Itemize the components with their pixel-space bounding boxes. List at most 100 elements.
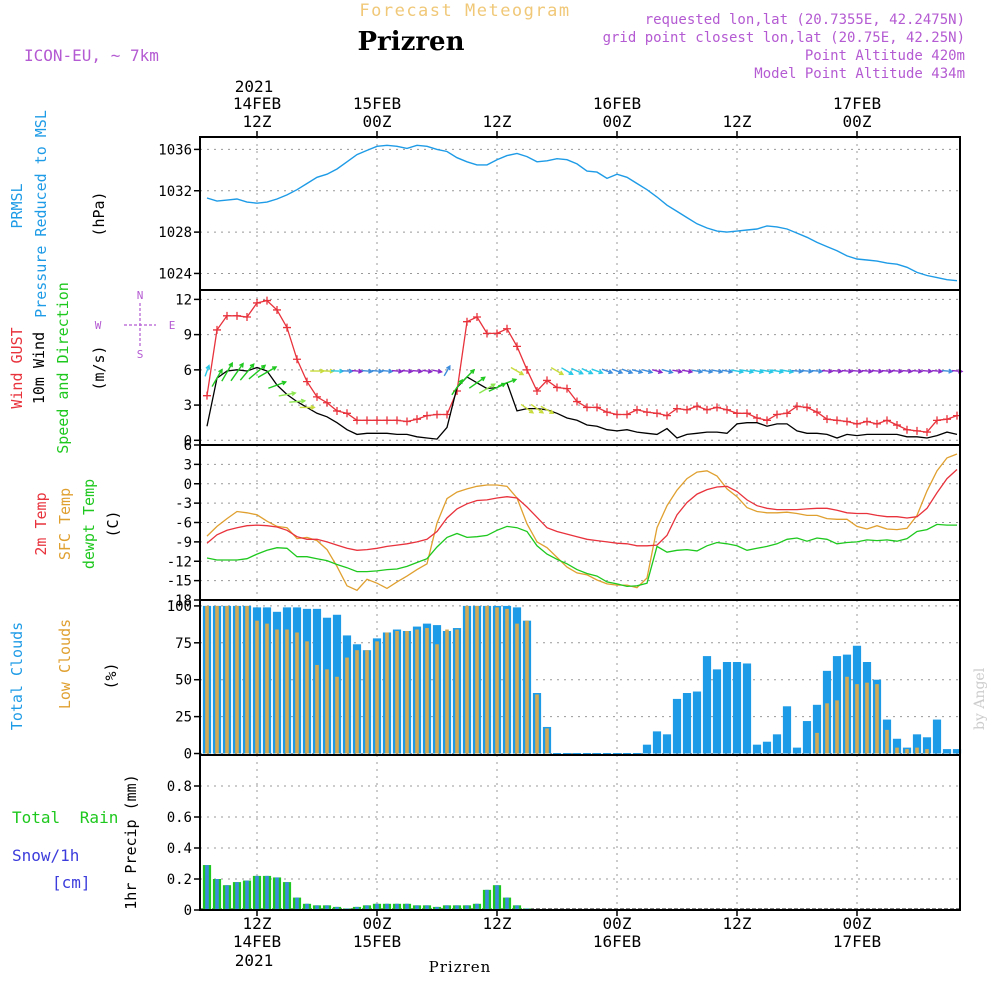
wind-arrow-head [469,368,476,374]
bottom-date-label: 14FEB [233,932,281,951]
wind-direction-arrow [852,369,862,373]
gust-marker [493,329,501,338]
low-cloud-bar [495,607,499,754]
wind-arrow-head [748,369,755,375]
snow-bar [485,889,489,910]
low-cloud-bar [315,664,319,754]
temp-unit-label: (C) [104,510,122,537]
snow-bar [205,865,209,910]
gust-marker [243,313,251,322]
wind-arrow-head [578,370,584,375]
gust-marker [263,296,271,305]
low-cloud-bar [395,631,399,754]
wind-direction-arrow [932,369,942,373]
bottom-date-label: 17FEB [833,932,881,951]
total-cloud-bar [942,749,952,754]
total-cloud-bar [712,669,722,754]
total-cloud-bar [632,753,642,755]
total-cloud-bar [642,744,652,754]
low-cloud-bar [875,684,879,754]
wind-arrow-head [260,364,267,370]
gust-marker [643,408,651,417]
bottom-hour-label: 12Z [243,914,272,933]
gust-marker [233,311,241,320]
gust-marker [583,403,591,412]
gust-marker [913,426,921,435]
wind-direction-arrow [761,369,773,373]
wind-arrow-head [617,369,624,375]
gust-marker [413,415,421,424]
wind-direction-arrow [750,369,764,373]
wind-direction-arrow [912,369,922,373]
wind-direction-arrow [641,369,653,374]
wind-arrow-head [668,369,674,375]
temperature-ytick-label: 3 [184,457,192,473]
wind-direction-arrow [701,369,713,373]
temperature-ytick-label: -9 [175,535,192,551]
gust-marker [833,416,841,425]
wind-arrow-head [408,368,414,374]
dewpt-temp-label: dewpt Temp [80,479,98,569]
snow-bar [395,903,399,910]
gust-marker [513,342,521,351]
clouds-unit-label: (%) [102,662,120,689]
temperature-ytick-label: -12 [167,554,192,570]
low-cloud-bar [345,657,349,754]
temperature-ytick-label: 0 [184,477,192,493]
total-cloud-bar [702,656,712,754]
low-cloud-bar [455,629,459,754]
wind-arrow-head [271,366,278,371]
gust-marker [283,323,291,332]
low-cloud-bar [905,749,909,754]
low-cloud-bar [915,747,919,754]
gust-marker [463,317,471,326]
low-clouds-label: Low Clouds [56,619,74,709]
gust-marker [473,313,481,322]
wind10m-line [206,366,958,440]
gust-marker [433,410,441,419]
sfc-temp-line [206,453,958,592]
wind-direction-arrow [412,369,422,373]
wind-unit-label: (m/s) [90,345,108,390]
wind-direction-arrow [561,367,573,375]
snow-bar [455,905,459,910]
snow-bar [435,906,439,910]
wind-direction-arrow [391,369,403,373]
wind-direction-arrow [781,369,793,373]
temperature-ytick-label: -15 [167,574,192,590]
wind-direction-arrow [520,403,534,414]
top-year-label: 2021 [235,77,274,96]
gust-marker [723,405,731,414]
total-cloud-bar [812,704,822,754]
wind-arrow-head [878,368,884,374]
wind-arrow-head [281,380,288,386]
wind-arrow-head [647,369,654,374]
low-cloud-bar [255,620,259,754]
top-hour-label: 12Z [243,112,272,131]
wind-arrow-head [480,376,486,382]
wind-direction-arrow [661,368,673,374]
sfc-temp-label: SFC Temp [56,488,74,560]
wind-direction-arrow [361,369,373,373]
wind-direction-arrow [571,367,583,375]
wind-direction-arrow [371,369,383,373]
low-cloud-bar [465,605,469,754]
wind-arrow-head [948,368,954,374]
gust-marker [223,311,231,320]
wind-direction-arrow [478,383,496,394]
total-cloud-bar [952,749,962,754]
wind-direction-arrow [771,369,783,373]
gust-marker [543,376,551,385]
total-cloud-bar [732,662,742,754]
wind-10m-label: 10m Wind [30,332,48,404]
snow-bar [445,905,449,910]
wind-direction-arrow [672,369,682,373]
wind-arrow-head [368,368,374,374]
total-cloud-bar [772,734,782,754]
t2m-line [206,469,958,551]
wind-direction-arrow [731,369,743,373]
compass-n: N [137,289,144,302]
wind-direction-arrow [211,369,223,387]
pressure-unit-label: (hPa) [90,191,108,236]
wind-direction-arrow [681,369,693,373]
